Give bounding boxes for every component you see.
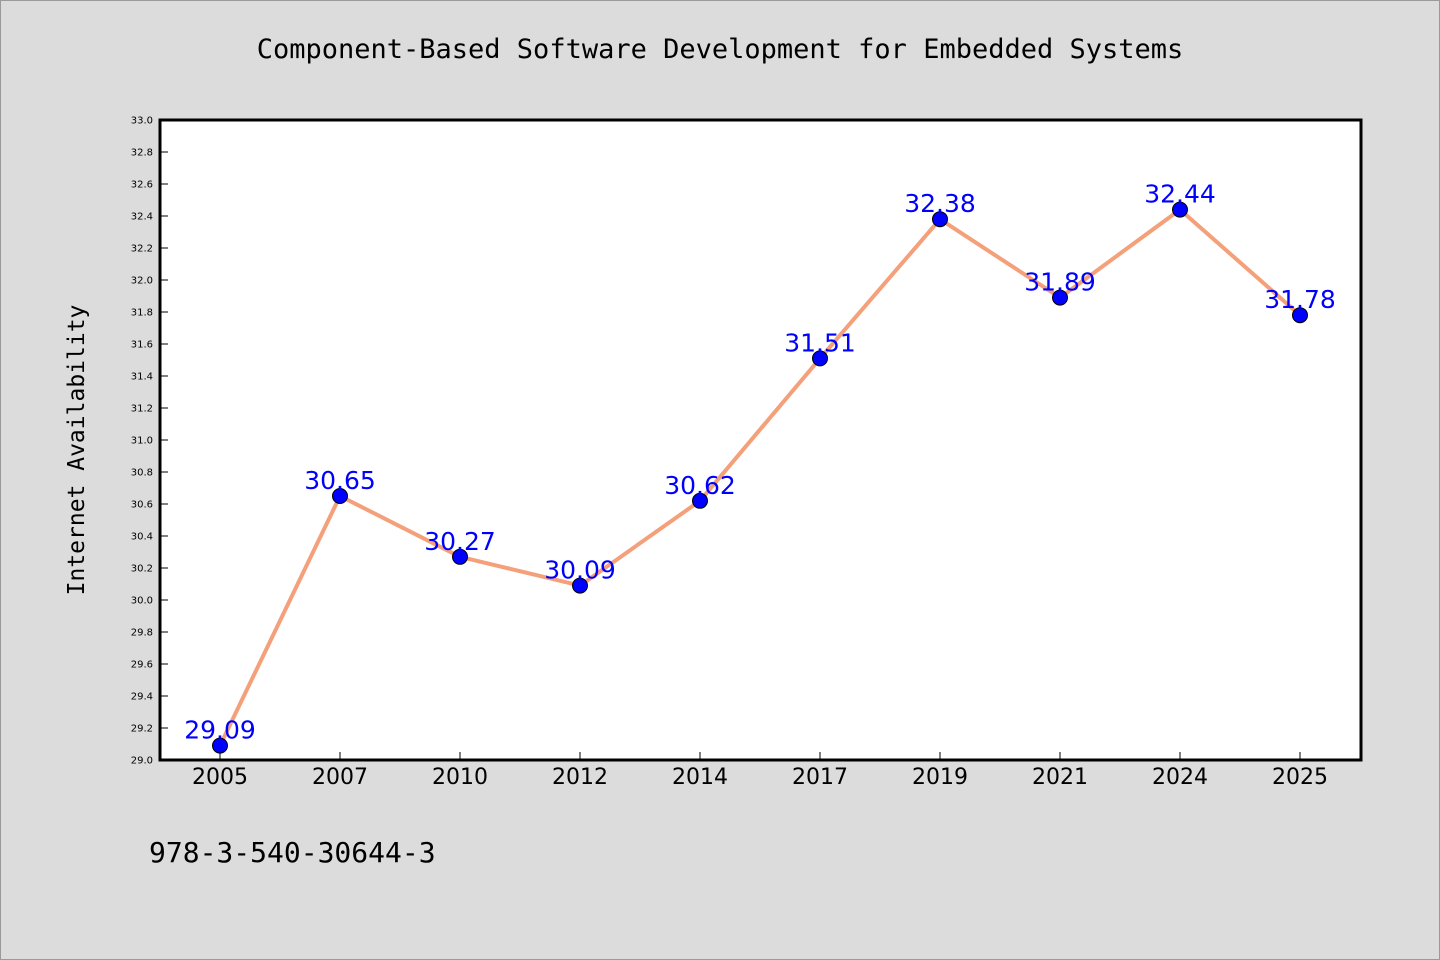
y-tick-label: 30.6 (131, 500, 153, 511)
data-label: 31.51 (784, 328, 856, 357)
x-tick-label: 2007 (312, 765, 368, 790)
y-tick-label: 31.0 (131, 436, 153, 447)
data-label: 30.65 (304, 466, 376, 495)
y-tick-label: 32.0 (131, 276, 153, 287)
data-label: 29.09 (184, 716, 256, 745)
y-tick-label: 32.4 (131, 212, 153, 223)
y-tick-label: 30.0 (131, 596, 153, 607)
data-label: 32.44 (1144, 180, 1216, 209)
y-tick-label: 32.2 (131, 244, 153, 255)
data-label: 32.38 (904, 189, 976, 218)
data-point (452, 548, 468, 565)
x-tick-label: 2012 (552, 765, 608, 790)
x-tick-label: 2005 (192, 765, 248, 790)
data-label: 30.27 (424, 527, 496, 556)
data-point (572, 577, 588, 594)
y-tick-label: 30.8 (131, 468, 153, 479)
data-point (692, 492, 708, 509)
chart-title: Component-Based Software Development for… (256, 34, 1184, 65)
y-tick-label: 29.6 (131, 660, 153, 671)
y-tick-label: 31.4 (131, 372, 153, 383)
series-line (218, 207, 1302, 748)
y-tick-label: 29.0 (131, 756, 153, 767)
y-tick-label: 31.6 (131, 340, 153, 351)
x-tick-label: 2017 (792, 765, 848, 790)
x-axis-ticks: 2005 2007 2010 2012 2014 2017 2019 2021 2024 2025 (192, 752, 1328, 790)
data-point (1292, 307, 1308, 324)
data-point (332, 488, 348, 504)
y-tick-label: 30.4 (131, 532, 153, 543)
data-point (812, 350, 828, 367)
y-tick-label: 32.6 (131, 180, 153, 191)
y-tick-label: 30.2 (131, 564, 153, 575)
y-tick-label: 31.8 (131, 308, 153, 319)
data-point (1172, 201, 1188, 218)
plot-area (160, 120, 1361, 760)
y-axis-label: Internet Availability (64, 305, 90, 596)
x-tick-label: 2010 (432, 765, 488, 790)
plot-border (158, 118, 1363, 762)
data-label: 31.89 (1024, 268, 1096, 297)
y-tick-label: 32.8 (131, 148, 153, 159)
y-tick-label: 29.2 (131, 724, 153, 735)
x-tick-label: 2024 (1152, 765, 1208, 790)
y-tick-label: 33.0 (131, 116, 153, 127)
isbn-label: 978-3-540-30644-3 (149, 836, 436, 869)
x-tick-label: 2019 (912, 765, 968, 790)
data-point (212, 737, 228, 754)
data-label: 30.09 (544, 556, 616, 585)
x-tick-label: 2025 (1272, 765, 1328, 790)
data-label: 30.62 (664, 471, 736, 500)
series-layer: 29.09 30.65 30.27 30.09 30.62 31.51 32.38 31.89… (184, 180, 1336, 754)
x-tick-label: 2021 (1032, 765, 1088, 790)
data-label: 31.78 (1264, 285, 1336, 314)
y-axis-ticks: 29.0 29.2 29.4 29.6 29.8 30.0 30.2 30.4 30.6 30.8… (131, 116, 168, 767)
x-tick-label: 2014 (672, 765, 728, 790)
y-tick-label: 31.2 (131, 404, 153, 415)
data-point (1052, 289, 1068, 306)
y-tick-label: 29.8 (131, 628, 153, 639)
data-point (932, 211, 948, 228)
y-tick-label: 29.4 (131, 692, 153, 703)
